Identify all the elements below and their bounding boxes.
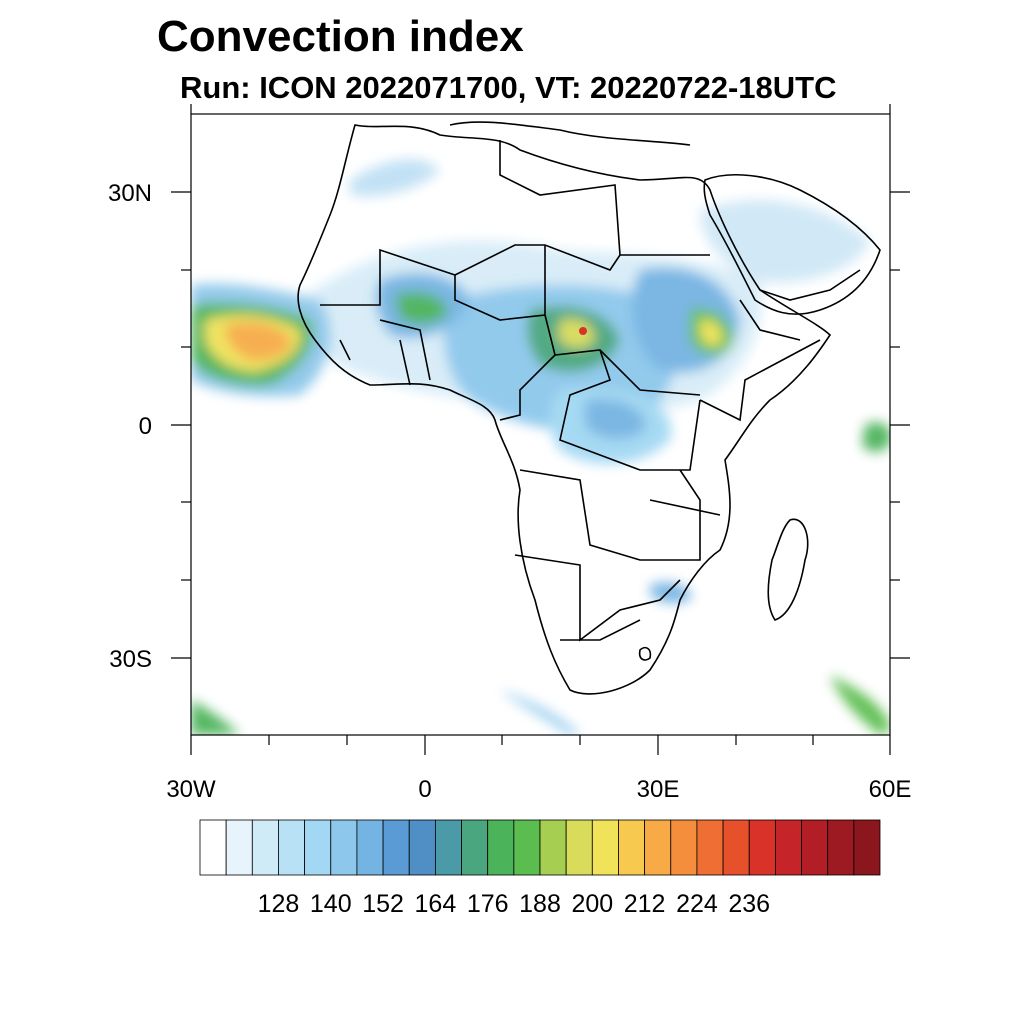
arabia-coast xyxy=(703,174,881,315)
colorbar-swatch xyxy=(774,819,802,876)
colorbar-swatch xyxy=(853,819,881,876)
colorbar-swatch xyxy=(408,819,436,876)
field-southern-ocean-se xyxy=(830,675,890,735)
colorbar-tick-label: 236 xyxy=(728,890,770,918)
colorbar-tick-label: 212 xyxy=(624,890,666,918)
colorbar-tick-label: 164 xyxy=(415,890,457,918)
colorbar-tick-label: 200 xyxy=(571,890,613,918)
madagascar-coast xyxy=(767,518,809,621)
colorbar-swatch xyxy=(382,819,410,876)
colorbar-tick-label: 188 xyxy=(519,890,561,918)
colorbar-swatch xyxy=(356,819,384,876)
colorbar-swatch xyxy=(539,819,567,876)
colorbar-swatch xyxy=(513,819,541,876)
colorbar-swatch xyxy=(644,819,672,876)
colorbar-swatch xyxy=(461,819,489,876)
colorbar-swatch xyxy=(696,819,724,876)
colorbar-swatch xyxy=(487,819,515,876)
med-coast xyxy=(449,121,691,146)
lon-label-0: 0 xyxy=(418,776,431,803)
colorbar-swatch xyxy=(199,819,227,876)
colorbar-swatch xyxy=(670,819,698,876)
lat-label-30n: 30N xyxy=(108,180,152,207)
colorbar-swatch xyxy=(591,819,619,876)
field-se-africa xyxy=(650,582,692,604)
colorbar-swatch xyxy=(618,819,646,876)
colorbar xyxy=(199,819,881,876)
axis-ticks xyxy=(171,104,910,755)
field-indian-ocean xyxy=(862,422,890,452)
field-north-africa-haze xyxy=(350,159,440,197)
coastlines xyxy=(297,121,881,695)
lon-label-30e: 30E xyxy=(637,776,680,803)
colorbar-swatch xyxy=(722,819,750,876)
lat-label-0: 0 xyxy=(139,413,152,440)
africa-coast xyxy=(297,124,832,695)
colorbar-swatch xyxy=(565,819,593,876)
colorbar-tick-label: 140 xyxy=(310,890,352,918)
colorbar-tick-label: 176 xyxy=(467,890,509,918)
chart-title: Convection index xyxy=(157,12,524,61)
field-hotspot xyxy=(579,327,587,335)
lat-label-30s: 30S xyxy=(109,646,152,673)
colorbar-swatch xyxy=(225,819,253,876)
colorbar-swatch xyxy=(304,819,332,876)
colorbar-swatch xyxy=(434,819,462,876)
colorbar-swatch xyxy=(801,819,829,876)
colorbar-tick-label: 128 xyxy=(258,890,300,918)
colorbar-tick-label: 224 xyxy=(676,890,718,918)
colorbar-swatch xyxy=(748,819,776,876)
colorbar-swatch xyxy=(330,819,358,876)
lon-label-60e: 60E xyxy=(869,776,912,803)
colorbar-swatch xyxy=(251,819,279,876)
field-southern-ocean-sw xyxy=(191,700,240,735)
colorbar-swatch xyxy=(278,819,306,876)
colorbar-swatch xyxy=(827,819,855,876)
colorbar-tick-label: 152 xyxy=(362,890,404,918)
chart-subtitle: Run: ICON 2022071700, VT: 20220722-18UTC xyxy=(180,70,837,105)
colorbar-labels: 128 140 152 164 176 188 200 212 224 236 xyxy=(258,890,770,918)
lon-label-30w: 30W xyxy=(166,776,216,803)
